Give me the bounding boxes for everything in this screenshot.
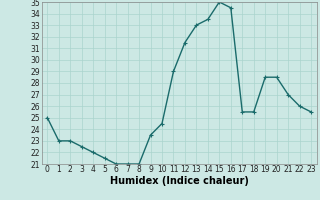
- X-axis label: Humidex (Indice chaleur): Humidex (Indice chaleur): [110, 176, 249, 186]
